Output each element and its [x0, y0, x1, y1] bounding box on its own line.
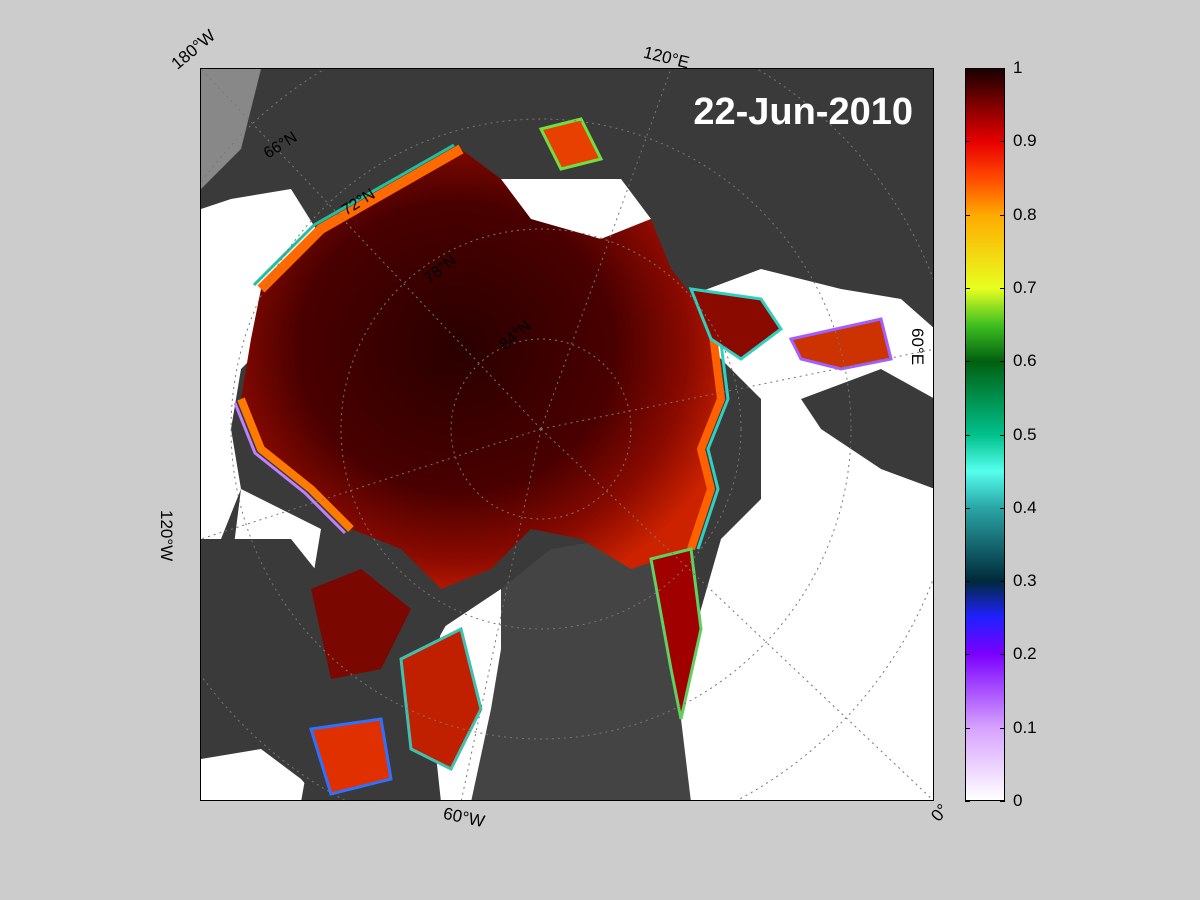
lon-label-120w: 120°W — [157, 510, 176, 562]
colorbar-tick-mark — [1000, 727, 1005, 729]
sea-ice-pack — [241, 149, 721, 589]
east-greenland-ice — [649, 547, 703, 720]
laptev-ice — [538, 117, 604, 171]
baffin-ice — [399, 626, 483, 772]
colorbar-tick-mark — [1000, 654, 1005, 656]
colorbar-tick-mark — [1000, 434, 1005, 436]
colorbar-tick-mark — [1000, 214, 1005, 216]
greenland — [471, 539, 691, 800]
colorbar-tick-mark — [1000, 507, 1005, 509]
arctic-map — [201, 69, 933, 800]
colorbar-tick-mark — [965, 361, 970, 363]
colorbar-tick-mark — [965, 214, 970, 216]
barents-ice — [688, 287, 784, 361]
colorbar-tick-mark — [1000, 361, 1005, 363]
colorbar-tick-label: 1 — [1013, 58, 1023, 77]
colorbar-tick-mark — [965, 507, 970, 509]
colorbar-tick-mark — [965, 68, 970, 69]
channel-ice — [311, 569, 411, 679]
colorbar-tick-label: 0.3 — [1013, 571, 1037, 591]
colorbar-tick-label: 0.8 — [1013, 204, 1037, 224]
colorbar-tick-mark — [1000, 141, 1005, 143]
lon-label-60e: 60°E — [908, 328, 927, 366]
map-panel: 22-Jun-2010 66°N 72°N 78°N 84°N — [200, 68, 934, 801]
kara-ice — [788, 317, 893, 371]
colorbar-tick-mark — [965, 141, 970, 143]
colorbar-tick-label: 0.6 — [1013, 351, 1037, 371]
colorbar-tick-mark — [1000, 801, 1005, 802]
colorbar-tick-mark — [965, 727, 970, 729]
ice-edge-fringe — [233, 143, 730, 551]
colorbar-tick-label: 0.7 — [1013, 277, 1037, 297]
map-date-title: 22-Jun-2010 — [693, 91, 913, 133]
colorbar-tick-mark — [965, 581, 970, 583]
colorbar-tick-mark — [965, 654, 970, 656]
colorbar-tick-mark — [1000, 581, 1005, 583]
colorbar-tick-mark — [965, 434, 970, 436]
lon-label-60w: 60°W — [441, 803, 487, 832]
colorbar: 0 0.1 0.2 0.3 0.4 0.5 0.6 0.7 0.8 0.9 1 — [965, 58, 1037, 810]
colorbar-tick-mark — [1000, 287, 1005, 289]
colorbar-tick-label: 0.1 — [1013, 717, 1037, 737]
eurasia-land — [381, 69, 933, 489]
colorbar-tick-label: 0.9 — [1013, 131, 1037, 151]
colorbar-tick-label: 0.5 — [1013, 424, 1037, 444]
colorbar-tick-label: 0.4 — [1013, 497, 1037, 517]
graticule — [201, 69, 933, 800]
hudson-ice — [309, 717, 393, 796]
lon-label-0: 0° — [927, 800, 953, 826]
colorbar-tick-label: 0 — [1013, 791, 1023, 810]
colorbar-tick-mark — [965, 801, 970, 802]
colorbar-tick-label: 0.2 — [1013, 644, 1037, 664]
no-data-region — [201, 69, 261, 189]
colorbar-tick-mark — [1000, 68, 1005, 69]
colorbar-gradient — [965, 68, 1005, 801]
colorbar-tick-mark — [965, 287, 970, 289]
lon-label-180w: 180°W — [167, 25, 220, 74]
